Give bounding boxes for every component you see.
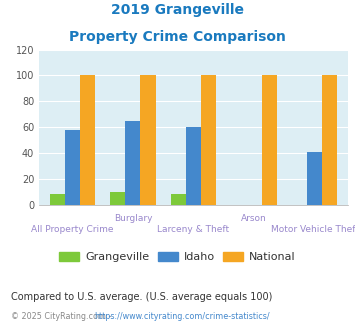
- Bar: [141, 75, 155, 205]
- Bar: [322, 75, 337, 205]
- Text: 2019 Grangeville: 2019 Grangeville: [111, 3, 244, 17]
- Text: All Property Crime: All Property Crime: [31, 225, 114, 234]
- Legend: Grangeville, Idaho, National: Grangeville, Idaho, National: [55, 248, 300, 267]
- Bar: [262, 75, 277, 205]
- Text: Property Crime Comparison: Property Crime Comparison: [69, 30, 286, 44]
- Bar: [186, 127, 201, 205]
- Bar: [125, 120, 141, 205]
- Text: Arson: Arson: [241, 214, 267, 223]
- Bar: [171, 194, 186, 205]
- Text: https://www.cityrating.com/crime-statistics/: https://www.cityrating.com/crime-statist…: [94, 312, 270, 321]
- Text: Motor Vehicle Theft: Motor Vehicle Theft: [271, 225, 355, 234]
- Bar: [50, 194, 65, 205]
- Bar: [80, 75, 95, 205]
- Bar: [110, 192, 125, 205]
- Bar: [307, 151, 322, 205]
- Text: Compared to U.S. average. (U.S. average equals 100): Compared to U.S. average. (U.S. average …: [11, 292, 272, 302]
- Text: © 2025 CityRating.com -: © 2025 CityRating.com -: [11, 312, 114, 321]
- Text: Burglary: Burglary: [114, 214, 152, 223]
- Bar: [65, 130, 80, 205]
- Text: Larceny & Theft: Larceny & Theft: [157, 225, 230, 234]
- Bar: [201, 75, 216, 205]
